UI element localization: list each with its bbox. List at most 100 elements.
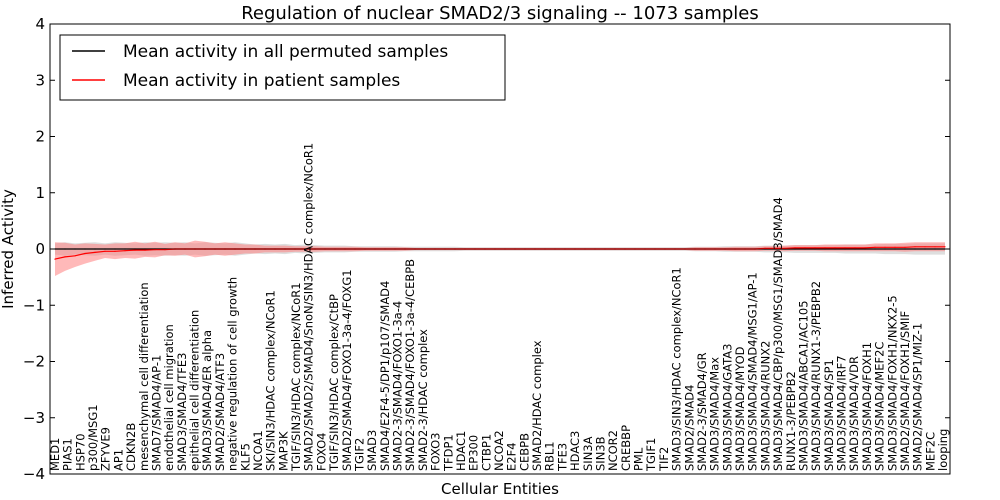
entity-label-62: SMAD3/SMAD4/IRF7 <box>835 355 849 471</box>
patient-point-75 <box>804 247 806 249</box>
patient-point-82 <box>874 246 876 248</box>
entity-label-46: PML <box>632 447 646 471</box>
entity-label-11: epithelial cell differentiation <box>188 310 202 471</box>
entity-label-63: SMAD3/SMAD4/VDR <box>847 356 861 471</box>
entity-label-48: TIF2 <box>657 447 671 472</box>
patient-point-8 <box>134 249 136 251</box>
entity-label-40: TFE3 <box>555 443 569 472</box>
entity-label-16: NCOA1 <box>251 430 265 471</box>
patient-point-86 <box>914 246 916 248</box>
patient-point-78 <box>834 247 836 249</box>
entity-label-14: negative regulation of cell growth <box>226 277 240 471</box>
entity-label-49: SMAD3/SIN3/HDAC complex/NCoR1 <box>670 267 684 471</box>
entity-label-37: CEBPB <box>517 433 531 471</box>
entity-label-68: SMAD2/SMAD4/SP1/MIZ-1 <box>911 323 925 471</box>
entity-label-23: SMAD2/SMAD4/FOXO1-3a-4/FOXG1 <box>340 269 354 471</box>
entity-label-66: SMAD3/SMAD4/FOXH1/NKX2-5 <box>885 295 899 471</box>
entity-label-3: p300/MSG1 <box>86 404 100 471</box>
entity-label-19: TGIF/SIN3/HDAC complex/NCoR1 <box>289 282 303 472</box>
entity-label-5: AP1 <box>111 449 125 471</box>
entity-label-60: SMAD3/SMAD4/RUNX1-3/PEBPB2 <box>809 281 823 471</box>
entity-label-17: SKI/SIN3/HDAC complex/NCoR1 <box>264 290 278 471</box>
y-tick-label-8: 4 <box>35 15 45 33</box>
entity-label-27: SMAD2-3/SMAD4/FOXO1-3a-4 <box>391 301 405 471</box>
patient-point-77 <box>824 247 826 249</box>
patient-point-5 <box>104 250 106 252</box>
entity-label-15: KLF5 <box>238 443 252 471</box>
patient-point-89 <box>944 246 946 248</box>
entity-label-38: SMAD2/HDAC complex <box>530 340 544 471</box>
patient-point-6 <box>114 250 116 252</box>
patient-band <box>55 240 945 276</box>
entity-label-44: NCOR2 <box>606 430 620 471</box>
entity-label-41: HDAC3 <box>568 431 582 471</box>
activity-bands <box>55 240 945 276</box>
patient-point-0 <box>54 258 56 260</box>
entity-label-1: PIAS1 <box>61 438 75 471</box>
y-axis-label: Inferred Activity <box>0 189 17 309</box>
chart-title: Regulation of nuclear SMAD2/3 signaling … <box>241 3 759 24</box>
y-tick-label-5: 1 <box>35 184 45 202</box>
patient-point-87 <box>924 246 926 248</box>
entity-label-34: CTBP1 <box>479 434 493 471</box>
entity-label-45: CREBBP <box>619 425 633 471</box>
patient-point-76 <box>814 247 816 249</box>
entity-label-8: SMAD7/SMAD4/AP-1 <box>150 355 164 471</box>
patient-point-7 <box>124 250 126 252</box>
entity-label-18: MAP3K <box>276 431 290 471</box>
patient-point-3 <box>84 252 86 255</box>
y-tick-label-1: −3 <box>23 409 45 427</box>
entity-label-31: TFDP1 <box>441 434 455 472</box>
legend-label-permuted: Mean activity in all permuted samples <box>123 42 448 62</box>
patient-point-4 <box>94 251 96 253</box>
entity-label-36: E2F4 <box>505 442 519 471</box>
entity-label-13: SMAD2/SMAD4/ATF3 <box>213 353 227 471</box>
entity-label-25: SMAD3 <box>365 430 379 471</box>
entity-label-65: SMAD3/SMAD4/MEF2C <box>873 342 887 471</box>
entity-label-21: FOXO4 <box>314 433 328 471</box>
entity-label-58: RUNX1-3/PEBPB2 <box>784 371 798 471</box>
patient-point-2 <box>74 255 76 257</box>
y-tick-label-7: 3 <box>35 71 45 89</box>
y-tick-label-2: −2 <box>23 353 45 371</box>
y-tick-label-4: 0 <box>35 240 45 258</box>
entity-label-67: SMAD2/SMAD4/FOXH1/SMIF <box>898 311 912 471</box>
patient-point-85 <box>904 246 906 248</box>
entity-label-39: RBL1 <box>543 441 557 471</box>
legend-label-patient: Mean activity in patient samples <box>123 71 400 91</box>
entity-label-30: FOXO3 <box>429 433 443 471</box>
entity-label-47: TGIF1 <box>644 438 658 472</box>
entity-label-35: NCOA2 <box>492 430 506 471</box>
entity-label-9: endothelial cell migration <box>162 324 176 471</box>
entity-label-2: HSP70 <box>73 433 87 471</box>
y-tick-label-3: −1 <box>23 296 45 314</box>
entity-label-28: SMAD2-3/SMAD4/FOXO1-3a-4/CEBPB <box>403 259 417 471</box>
patient-point-88 <box>934 246 936 248</box>
legend: Mean activity in all permuted samples Me… <box>59 34 506 101</box>
entity-label-64: SMAD3/SMAD4/FOXH1 <box>860 342 874 471</box>
patient-point-83 <box>884 246 886 248</box>
entity-label-0: MED1 <box>48 438 62 471</box>
patient-point-81 <box>864 247 866 249</box>
entity-label-32: HDAC1 <box>454 431 468 471</box>
entity-label-51: SMAD2-3/SMAD4/GR <box>695 352 709 471</box>
entity-label-53: SMAD3/SMAD4/GATA3 <box>720 344 734 471</box>
legend-box <box>59 34 506 101</box>
y-axis: −4 −3 −2 −1 0 1 2 3 4 <box>23 15 950 483</box>
entity-label-4: ZFYVE9 <box>99 427 113 471</box>
entity-label-20: SMAD2/SMAD2/SMAD4/SnoN/SIN3/HDAC complex… <box>302 143 316 471</box>
entity-label-43: SIN3B <box>594 436 608 471</box>
patient-point-9 <box>144 249 146 251</box>
entity-label-26: SMAD4/E2F4-5/DP1/p107/SMAD4 <box>378 281 392 471</box>
entity-label-59: SMAD3/SMAD4/ABCA1/AC105 <box>797 300 811 471</box>
entity-label-57: SMAD3/SMAD4/CBP/p300/MSG1/SMAD3/SMAD4 <box>771 197 785 471</box>
entity-label-33: EP300 <box>467 435 481 471</box>
patient-point-79 <box>844 247 846 249</box>
patient-point-84 <box>894 246 896 248</box>
patient-point-1 <box>64 256 66 258</box>
entity-labels: MED1PIAS1HSP70p300/MSG1ZFYVE9AP1CDKN2Bme… <box>48 143 950 472</box>
y-tick-label-6: 2 <box>35 128 45 146</box>
entity-label-10: SMAD3/SMAD4/TFE3 <box>175 353 189 472</box>
plot-frame <box>49 23 951 475</box>
x-axis-label: Cellular Entities <box>441 480 559 498</box>
